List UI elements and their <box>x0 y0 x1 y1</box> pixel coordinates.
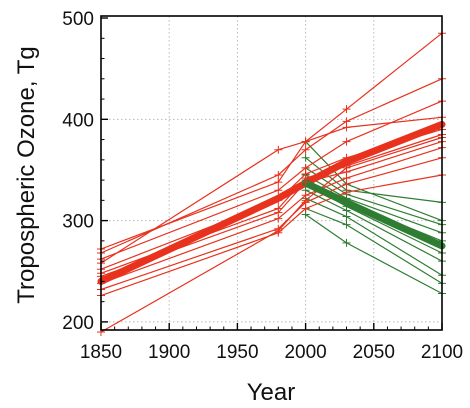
x-tick-label: 1900 <box>148 342 190 363</box>
data-point-marker <box>342 180 351 189</box>
data-point-marker <box>342 220 351 229</box>
x-axis-label: Year <box>247 379 296 406</box>
data-point-marker <box>342 238 351 247</box>
data-point-marker <box>301 204 310 213</box>
series-lines <box>97 32 446 333</box>
data-point-marker <box>274 186 283 195</box>
data-point-marker <box>274 145 283 154</box>
data-point-marker <box>342 188 351 197</box>
x-tick-label: 1950 <box>216 342 258 363</box>
data-point-marker <box>342 105 351 114</box>
data-point-marker <box>274 178 283 187</box>
data-point-marker <box>342 137 351 146</box>
y-axis-label: Tropospheric Ozone, Tg <box>13 46 40 303</box>
x-tick-label: 2050 <box>353 342 395 363</box>
y-tick-label: 500 <box>62 9 94 30</box>
grid-lines <box>101 16 442 330</box>
data-point-marker <box>274 196 283 205</box>
data-point-marker <box>301 196 310 205</box>
data-point-marker <box>301 153 310 162</box>
axis-ticks <box>100 17 443 330</box>
data-point-marker <box>342 212 351 221</box>
series-line <box>100 136 443 333</box>
data-point-marker <box>301 145 310 154</box>
data-point-marker <box>274 214 283 223</box>
series-line <box>305 213 443 295</box>
y-tick-label: 300 <box>62 212 94 233</box>
series-line <box>100 116 443 264</box>
y-tick-labels: 200 300 400 500 <box>62 9 94 334</box>
data-point-marker <box>274 171 283 180</box>
x-tick-labels: 1850 1900 1950 2000 2050 2100 <box>80 342 463 363</box>
x-tick-label: 2100 <box>421 342 463 363</box>
data-point-marker <box>342 163 351 172</box>
plot-frame <box>100 15 443 331</box>
data-point-marker <box>274 226 283 235</box>
series-line <box>100 78 443 254</box>
x-tick-label: 2000 <box>284 342 326 363</box>
data-point-marker <box>301 178 310 187</box>
x-tick-label: 1850 <box>80 342 122 363</box>
data-point-marker <box>342 153 351 162</box>
y-tick-label: 400 <box>62 110 94 131</box>
y-tick-label: 200 <box>62 313 94 334</box>
series-mean-line <box>97 120 446 285</box>
data-point-marker <box>342 123 351 132</box>
data-point-marker <box>301 137 310 146</box>
data-markers <box>97 29 446 337</box>
